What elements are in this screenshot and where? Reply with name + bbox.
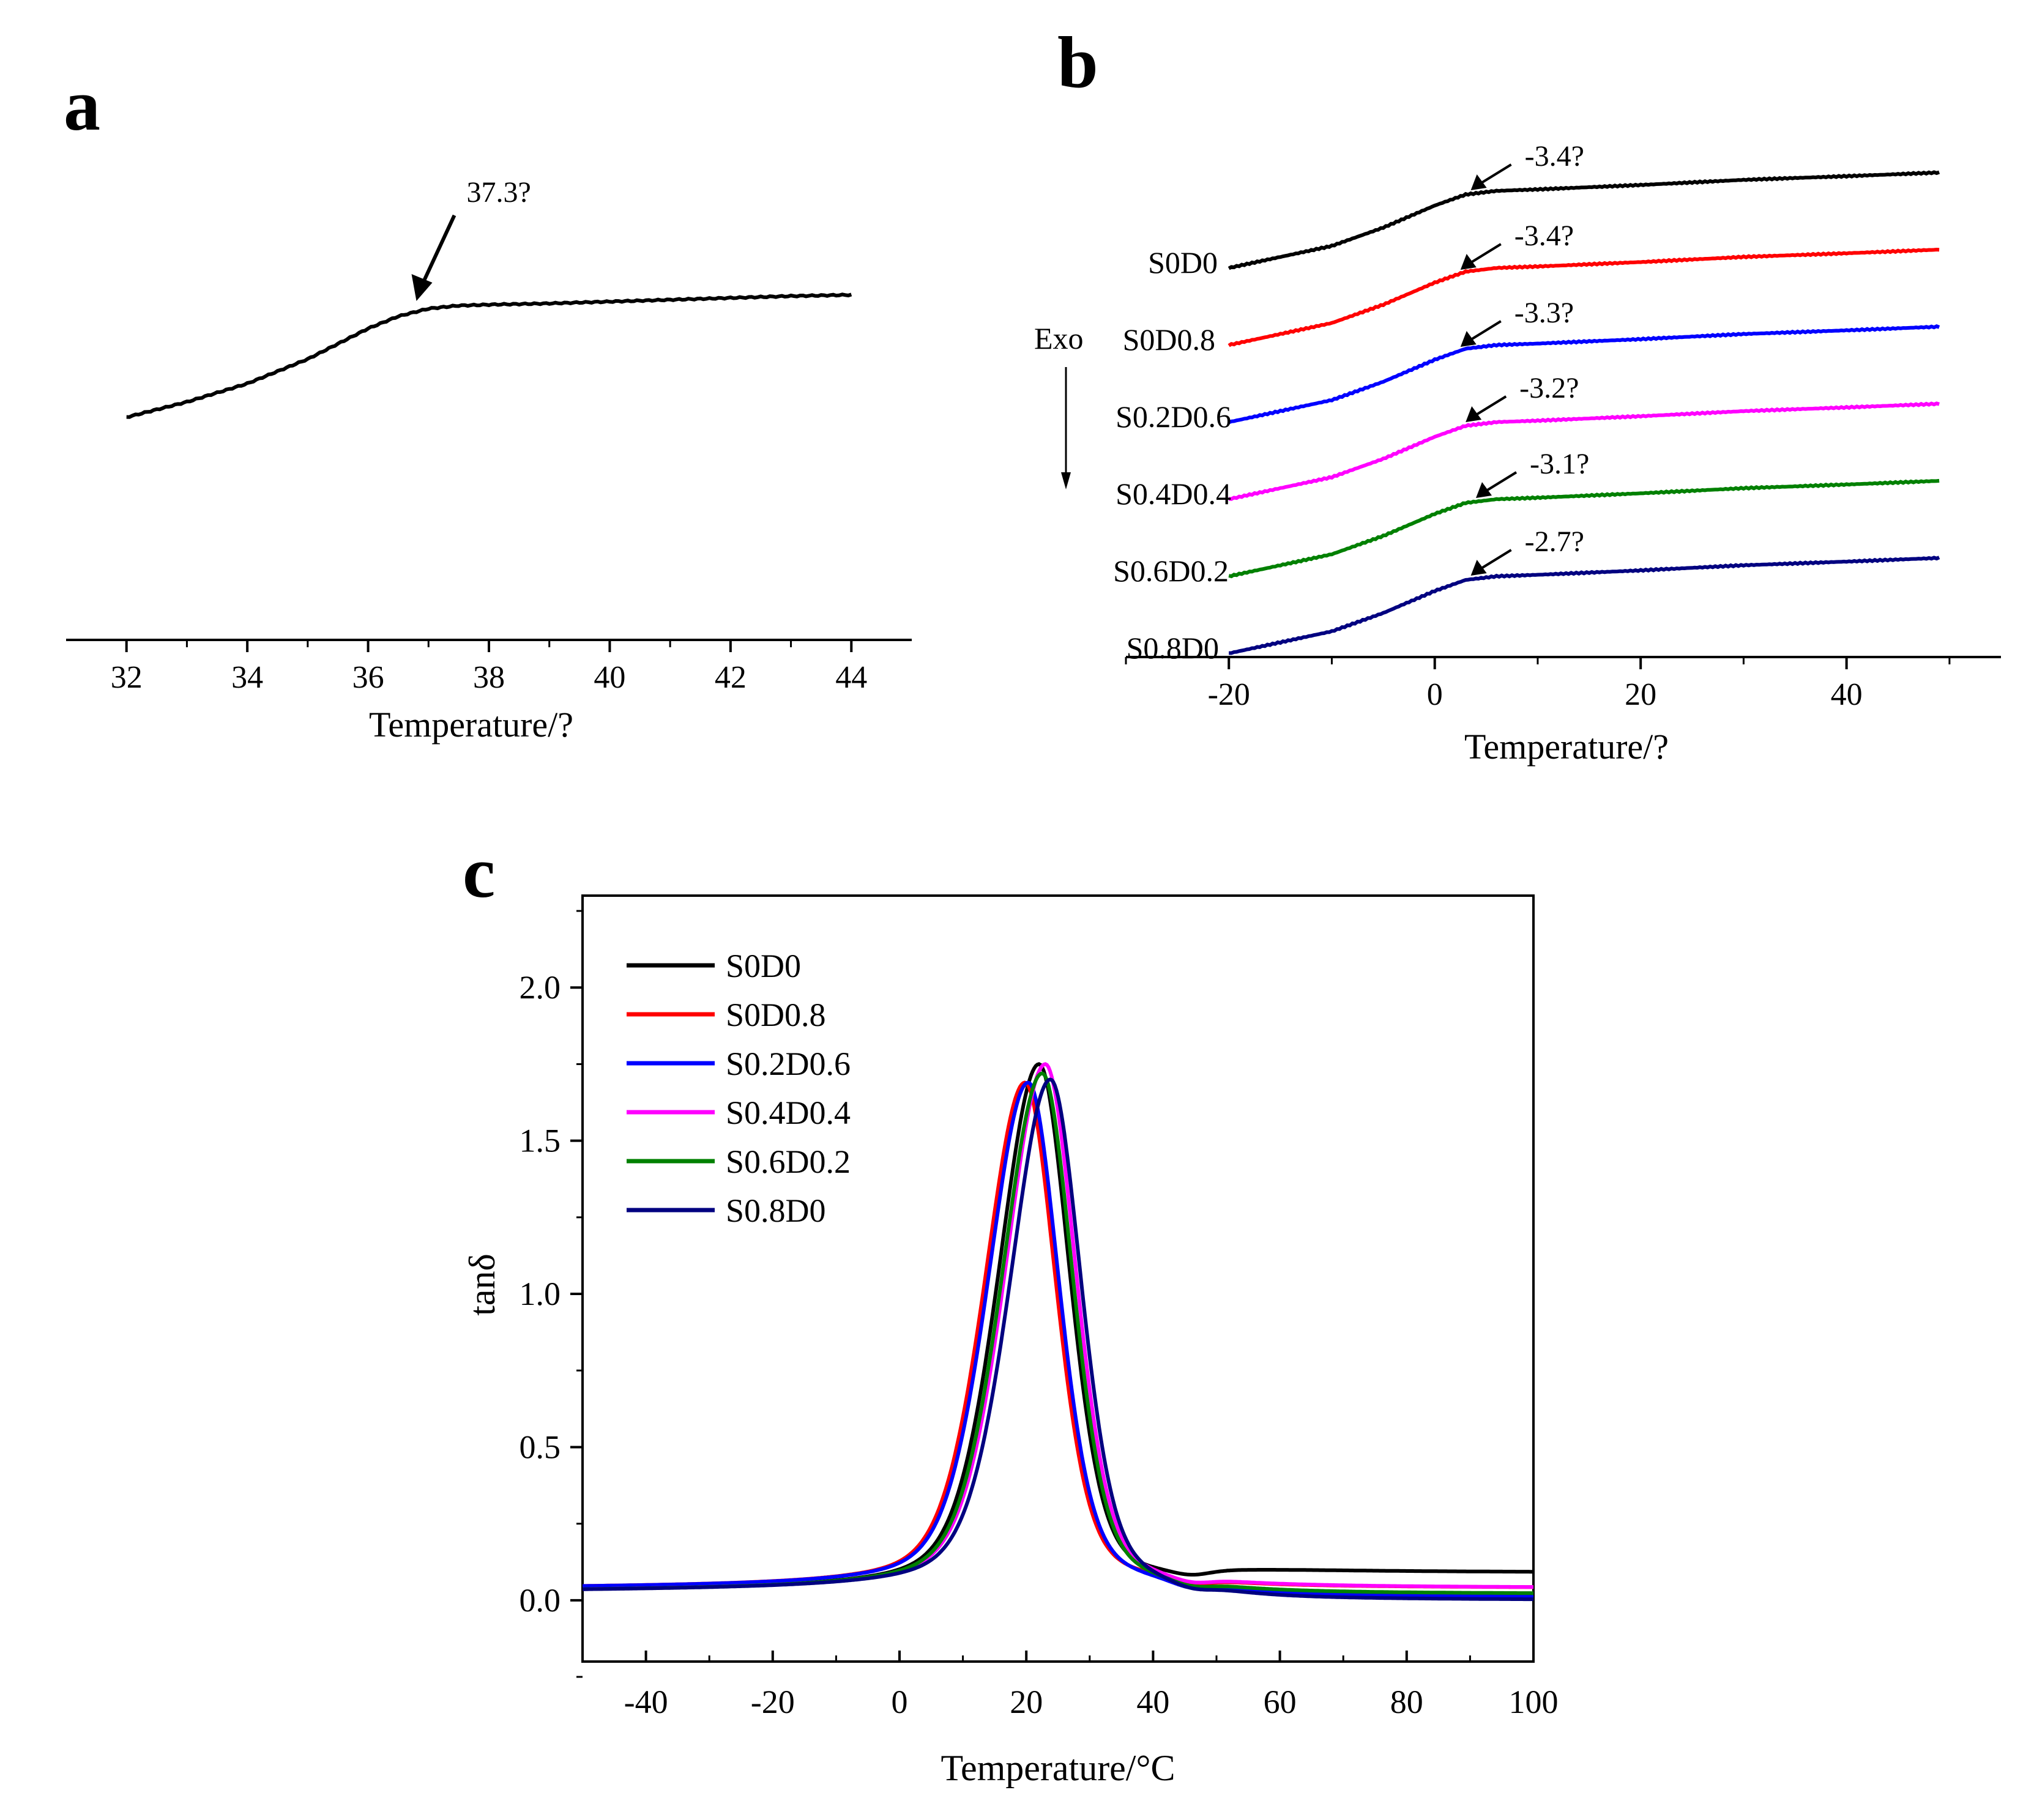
panel-a-tick-label: 36	[352, 660, 384, 695]
panel-c-legend-label: S0D0.8	[726, 997, 826, 1033]
panel-a-arrowhead	[411, 274, 433, 301]
panel-b-sample-labels: S0D0 S0D0.8 S0.2D0.6 S0.4D0.4 S0.6D0.2 S0.8D0	[1113, 245, 1231, 665]
panel-c-y-tick-label: 0.0	[520, 1582, 561, 1619]
panel-b-tick-label: 40	[1831, 677, 1863, 712]
panel-c-y-tick-label: 0.5	[520, 1428, 561, 1465]
panel-c-x-tick-label: 60	[1264, 1684, 1297, 1720]
panel-letter-a: a	[64, 64, 100, 146]
panel-b-arrow	[1468, 320, 1502, 342]
panel-b-series-line	[1228, 478, 1940, 579]
panel-b-arrow	[1473, 395, 1507, 417]
panel-b-arrowhead	[1476, 482, 1492, 498]
panel-c-x-tick-label: 100	[1509, 1684, 1559, 1720]
panel-b-series-line	[1229, 555, 1940, 655]
panel-b-annotation-label: -3.4?	[1514, 220, 1574, 252]
panel-a-arrow	[420, 214, 456, 285]
panel-b-series-line	[1227, 247, 1940, 347]
panel-b-arrowhead	[1470, 174, 1487, 190]
panel-b-annotation-label: -3.3?	[1514, 297, 1574, 329]
panel-c-series	[582, 1062, 1533, 1602]
panel-b-exo-arrowhead	[1061, 472, 1071, 489]
panel-b-tick-label: 20	[1625, 677, 1656, 712]
panel-b-series-line	[1228, 324, 1940, 425]
panel-c-x-tick-label: -20	[751, 1684, 795, 1720]
panel-b-tick-label: 0	[1427, 677, 1443, 712]
panel-b-x-label: Temperature/?	[1464, 727, 1669, 767]
panel-b-annotation-label: -3.2?	[1519, 372, 1579, 404]
panel-b-annotation-label: -2.7?	[1525, 526, 1584, 558]
panel-c-series-line	[583, 1077, 1533, 1602]
panel-a-annotation-label: 37.3?	[467, 176, 531, 209]
panel-c-x-label: Temperature/°C	[941, 1748, 1175, 1788]
panel-b-arrowhead	[1466, 406, 1482, 422]
panel-b-annotation-label: -3.1?	[1530, 448, 1589, 480]
panel-c-x-tick-label: 0	[892, 1684, 908, 1720]
panel-a-tick-label: 40	[594, 660, 625, 695]
panel-b-series-line	[1227, 170, 1940, 270]
panel-b-annotations: -3.4? -3.4? -3.3? -3.2? -3.1? -2.7?	[1460, 140, 1589, 576]
panel-a-series-line	[126, 292, 852, 419]
panel-b-tick-label: -20	[1208, 677, 1250, 712]
panel-b-exo-label: Exo	[1034, 321, 1084, 355]
panel-a-tick-label: 32	[111, 660, 143, 695]
panel-a: 32 34 36 38 40 42 44 37.3? Temperature/?	[66, 176, 912, 745]
panel-b-sample-label: S0.4D0.4	[1116, 477, 1231, 511]
panel-a-tick-label: 38	[473, 660, 505, 695]
panel-b-arrowhead	[1460, 331, 1477, 347]
panel-b-arrowhead	[1470, 560, 1487, 576]
panel-a-tick-label: 44	[835, 660, 867, 695]
panel-c-legend: S0D0 S0D0.8 S0.2D0.6 S0.4D0.4 S0.6D0.2 S0.8D0	[627, 948, 851, 1229]
panel-c-legend-label: S0.6D0.2	[726, 1143, 851, 1180]
panel-b-sample-label: S0.6D0.2	[1113, 554, 1229, 588]
panel-c-legend-label: S0D0	[726, 948, 801, 984]
panel-b-series-line	[1228, 401, 1940, 501]
panel-b-arrow	[1478, 549, 1512, 571]
panel-c-x-tick-label: 80	[1390, 1684, 1423, 1720]
panel-c-y-label: tanδ	[462, 1254, 502, 1316]
panel-a-tick-label: 42	[715, 660, 747, 695]
panel-c-series-line	[582, 1080, 1533, 1599]
panel-c-legend-label: S0.2D0.6	[726, 1046, 851, 1082]
panel-c-y-tick-label: 1.5	[520, 1123, 561, 1159]
panel-letter-b: b	[1057, 21, 1098, 103]
panel-b-x-ticks: -20 0 20 40	[1125, 657, 1951, 712]
panel-c-y-tick-label: 1.0	[520, 1276, 561, 1312]
panel-a-x-label: Temperature/?	[369, 705, 573, 745]
panel-b-sample-label: S0D0.8	[1123, 322, 1215, 357]
panel-b: -20 0 20 40 S0D0 S0D0.8 S0.2D0.6 S0.4D0.4 S0.6D…	[1034, 140, 2001, 767]
panel-b-sample-label: S0.2D0.6	[1116, 399, 1231, 434]
panel-c-x-ticks: -40 -20 0 20 40 60 80 100	[581, 1651, 1559, 1720]
panel-b-arrow	[1468, 243, 1502, 265]
panel-c-x-tick-label: -40	[624, 1684, 668, 1720]
panel-b-series	[1227, 170, 1940, 655]
panel-c-x-tick-label: 20	[1010, 1684, 1043, 1720]
panel-letter-c: c	[463, 831, 495, 913]
panel-b-sample-label: S0D0	[1148, 245, 1218, 280]
panel-b-sample-label: S0.8D0	[1127, 631, 1219, 665]
panel-c-x-tick-label: 40	[1136, 1684, 1169, 1720]
panel-a-annotation: 37.3?	[411, 176, 531, 301]
panel-c-legend-label: S0.8D0	[726, 1192, 826, 1229]
panel-c-frame	[581, 894, 1535, 1663]
panel-b-arrow	[1483, 471, 1518, 493]
panel-c-y-tick-label: 2.0	[520, 969, 561, 1006]
panel-b-arrowhead	[1460, 254, 1477, 270]
panel-a-x-ticks: 32 34 36 38 40 42 44	[111, 640, 867, 695]
panel-b-arrow	[1478, 163, 1512, 185]
panel-c: -40 -20 0 20 40 60 80 100 0.00.51.01.52.0 S0D0S…	[462, 894, 1559, 1788]
panel-a-tick-label: 34	[231, 660, 263, 695]
panel-c-y-ticks: 0.0 0.5 1.0 1.5 2.0	[520, 910, 583, 1678]
panel-c-legend-label: S0.4D0.4	[726, 1094, 851, 1131]
panel-b-annotation-label: -3.4?	[1525, 140, 1584, 173]
